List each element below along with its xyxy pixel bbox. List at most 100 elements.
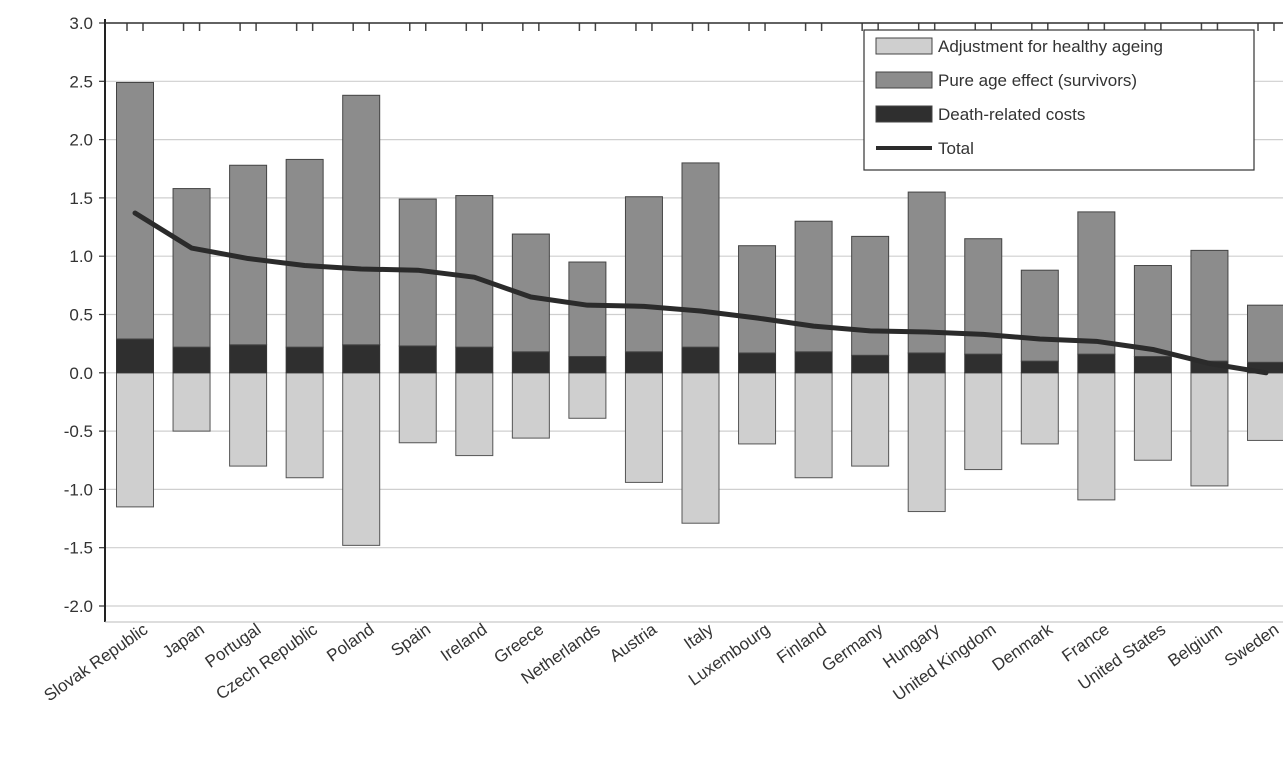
bar-healthy-ageing — [739, 373, 776, 444]
legend: Adjustment for healthy ageing Pure age ef… — [864, 30, 1254, 170]
total-point — [642, 304, 646, 308]
y-tick-label: 3.0 — [69, 14, 93, 33]
x-tick-label: Germany — [818, 619, 887, 675]
y-tick-label: 0.0 — [69, 364, 93, 383]
y-tick-label: -1.5 — [64, 539, 93, 558]
x-tick-label: Slovak Republic — [41, 619, 152, 705]
bar-pure-age-effect — [1021, 270, 1058, 361]
bar-death-related — [795, 352, 832, 373]
total-point — [1094, 339, 1098, 343]
bar-pure-age-effect — [286, 159, 323, 347]
x-tick-label: Belgium — [1165, 620, 1226, 671]
total-point — [812, 324, 816, 328]
bar-pure-age-effect — [1078, 212, 1115, 354]
bar-death-related — [456, 347, 493, 373]
y-tick-label: 2.0 — [69, 131, 93, 150]
total-point — [359, 267, 363, 271]
bar-death-related — [852, 355, 889, 372]
bar-pure-age-effect — [852, 236, 889, 355]
total-point — [1038, 337, 1042, 341]
bar-healthy-ageing — [1021, 373, 1058, 444]
bar-death-related — [230, 345, 267, 373]
bar-pure-age-effect — [173, 189, 210, 348]
bar-death-related — [512, 352, 549, 373]
bar-healthy-ageing — [795, 373, 832, 478]
bar-healthy-ageing — [286, 373, 323, 478]
y-tick-label: 0.5 — [69, 306, 93, 325]
y-tick-label: 2.5 — [69, 72, 93, 91]
bar-death-related — [286, 347, 323, 373]
bar-death-related — [1134, 356, 1171, 372]
total-point — [133, 211, 137, 215]
bar-death-related — [682, 347, 719, 373]
bar-pure-age-effect — [1248, 305, 1283, 362]
x-tick-label: United Kingdom — [890, 620, 1000, 705]
x-tick-label: Italy — [680, 619, 717, 653]
bar-healthy-ageing — [399, 373, 436, 443]
total-point — [190, 246, 194, 250]
bar-death-related — [117, 339, 154, 373]
bar-pure-age-effect — [795, 221, 832, 352]
total-point — [699, 309, 703, 313]
bar-pure-age-effect — [343, 95, 380, 345]
bar-healthy-ageing — [1248, 373, 1283, 441]
bar-death-related — [399, 346, 436, 373]
bar-pure-age-effect — [739, 246, 776, 353]
bar-healthy-ageing — [456, 373, 493, 456]
bar-pure-age-effect — [456, 196, 493, 348]
total-point — [755, 316, 759, 320]
bar-healthy-ageing — [343, 373, 380, 546]
total-point — [1151, 347, 1155, 351]
total-point — [585, 303, 589, 307]
total-point — [416, 268, 420, 272]
total-point — [303, 264, 307, 268]
bar-death-related — [1021, 361, 1058, 373]
total-point — [1207, 361, 1211, 365]
total-point — [925, 330, 929, 334]
bar-pure-age-effect — [1134, 266, 1171, 357]
bar-death-related — [625, 352, 662, 373]
bar-healthy-ageing — [1078, 373, 1115, 500]
total-point — [246, 257, 250, 261]
legend-label: Pure age effect (survivors) — [938, 71, 1137, 90]
bar-healthy-ageing — [569, 373, 606, 418]
y-tick-label: 1.5 — [69, 189, 93, 208]
bar-healthy-ageing — [173, 373, 210, 431]
total-point — [981, 332, 985, 336]
x-tick-label: Czech Republic — [213, 619, 322, 703]
total-point — [868, 329, 872, 333]
total-point — [529, 295, 533, 299]
bar-healthy-ageing — [852, 373, 889, 466]
bar-healthy-ageing — [625, 373, 662, 483]
bar-healthy-ageing — [117, 373, 154, 507]
bar-pure-age-effect — [908, 192, 945, 353]
bar-pure-age-effect — [625, 197, 662, 352]
bar-healthy-ageing — [682, 373, 719, 523]
legend-swatch — [876, 106, 932, 122]
legend-swatch — [876, 38, 932, 54]
bar-death-related — [908, 353, 945, 373]
bar-healthy-ageing — [965, 373, 1002, 470]
x-tick-label: Spain — [388, 620, 435, 661]
x-tick-label: Poland — [323, 620, 377, 666]
bar-death-related — [965, 354, 1002, 373]
legend-label: Total — [938, 139, 974, 158]
bar-death-related — [569, 356, 606, 372]
bar-death-related — [173, 347, 210, 373]
bar-healthy-ageing — [1134, 373, 1171, 460]
total-point — [472, 275, 476, 279]
bar-death-related — [739, 353, 776, 373]
x-tick-label: Japan — [159, 620, 208, 662]
bar-pure-age-effect — [569, 262, 606, 356]
bar-healthy-ageing — [1191, 373, 1228, 486]
bar-pure-age-effect — [682, 163, 719, 347]
bar-healthy-ageing — [908, 373, 945, 512]
legend-label: Adjustment for healthy ageing — [938, 37, 1163, 56]
y-tick-label: -1.0 — [64, 480, 93, 499]
x-tick-label: Ireland — [437, 620, 490, 665]
y-tick-label: -2.0 — [64, 597, 93, 616]
x-tick-label: Austria — [606, 619, 661, 665]
bar-pure-age-effect — [1191, 250, 1228, 361]
